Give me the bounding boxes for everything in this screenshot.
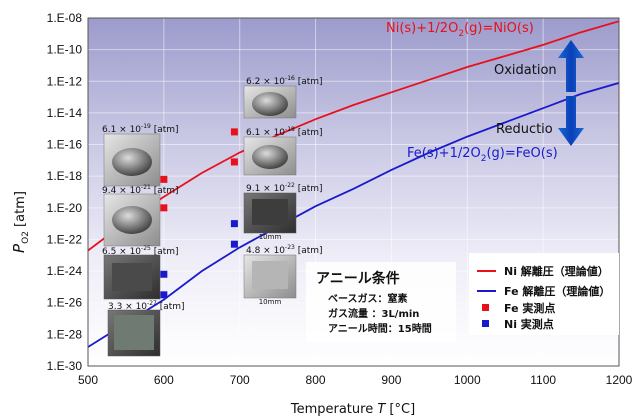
- y-tick-label: 1.E-20: [47, 201, 83, 215]
- sample-photo-1-disc: [112, 148, 152, 176]
- y-tick-label: 1.E-26: [47, 296, 83, 310]
- anneal-box-background: [306, 262, 456, 342]
- measured-points: [160, 128, 238, 299]
- fe-reaction-equation: Fe(s)+1/2O2(g)=FeO(s): [407, 146, 558, 164]
- sample-annotation-3: 6.5 × 10-25 [atm]: [102, 245, 179, 257]
- ni-measured-point: [230, 220, 238, 228]
- sample-photo-6-disc: [252, 145, 288, 169]
- scale-label-2: 10mm: [259, 298, 282, 306]
- y-tick-label: 1.E-22: [47, 232, 83, 246]
- fe-measured-point: [160, 204, 168, 212]
- anneal-box-line-3: アニール時間：15時間: [328, 322, 432, 335]
- legend-fe-point-label: Fe 実測点: [504, 301, 555, 315]
- x-tick-label: 1100: [530, 373, 556, 387]
- legend-fe-curve-label: Fe 解離圧（理論値）: [504, 284, 610, 298]
- y-tick-label: 1.E-14: [47, 106, 83, 120]
- sample-photo-4-plate: [114, 315, 154, 350]
- anneal-box-line-1: ベースガス：窒素: [328, 292, 408, 305]
- x-tick-label: 1000: [454, 373, 481, 387]
- sample-annotation-2: 9.4 × 10-21 [atm]: [102, 184, 179, 196]
- sample-photo-5-disc: [252, 92, 288, 116]
- ni-reaction-equation: Ni(s)+1/2O2(g)=NiO(s): [386, 21, 534, 39]
- curves-layer: [88, 20, 619, 348]
- fe-measured-point: [230, 128, 238, 136]
- y-tick-label: 1.E-12: [47, 74, 83, 88]
- anneal-box-title: アニール条件: [316, 270, 400, 287]
- fe-measured-point: [160, 175, 168, 183]
- scale-label-1: 10mm: [259, 233, 282, 241]
- sample-photos: [103, 85, 297, 357]
- y-tick-labels: 1.E-08 1.E-10 1.E-12 1.E-14 1.E-16 1.E-18 1.E-…: [47, 11, 83, 373]
- y-tick-label: 1.E-16: [47, 138, 83, 152]
- legend: Ni 解離圧（理論値） Fe 解離圧（理論値） Fe 実測点 Ni 実測点: [469, 253, 619, 335]
- ni-dissociation-curve: [88, 20, 619, 252]
- sample-annotation-5: 6.2 × 10-16 [atm]: [246, 75, 323, 87]
- reduction-label: Reductio: [496, 122, 553, 137]
- legend-fe-point-swatch: [482, 304, 489, 311]
- legend-background: [469, 253, 619, 335]
- oxidation-label: Oxidation: [494, 63, 557, 78]
- x-tick-labels: 500 600 700 800 900 1000 1100 1200: [78, 373, 632, 387]
- x-tick-label: 800: [306, 373, 326, 387]
- oxidation-arrow-icon: [558, 40, 584, 92]
- sample-photo-7-plate: [252, 199, 288, 225]
- x-tick-label: 1200: [606, 373, 632, 387]
- legend-ni-point-label: Ni 実測点: [504, 317, 554, 331]
- x-tick-label: 600: [154, 373, 174, 387]
- legend-ni-point-swatch: [482, 320, 489, 327]
- sample-annotation-1: 6.1 × 10-19 [atm]: [102, 123, 179, 135]
- x-tick-label: 500: [78, 373, 98, 387]
- x-tick-label: 900: [381, 373, 401, 387]
- sample-photo-3-plate: [112, 263, 152, 291]
- ni-measured-point: [230, 240, 238, 248]
- x-axis-title: Temperature T [°C]: [290, 402, 415, 417]
- reduction-arrow-icon: [558, 96, 584, 146]
- y-tick-label: 1.E-30: [47, 359, 83, 373]
- y-tick-label: 1.E-18: [47, 169, 83, 183]
- y-tick-label: 1.E-08: [47, 11, 83, 25]
- fe-dissociation-curve: [88, 82, 619, 348]
- sample-annotation-6: 6.1 × 10-18 [atm]: [246, 126, 323, 138]
- sample-photo-2-disc: [112, 206, 152, 234]
- sample-photo-8-plate: [252, 261, 288, 289]
- x-tick-label: 700: [230, 373, 250, 387]
- fe-measured-point: [230, 158, 238, 166]
- y-tick-label: 1.E-28: [47, 327, 83, 341]
- sample-annotation-7: 9.1 × 10-22 [atm]: [246, 182, 323, 194]
- y-tick-label: 1.E-24: [47, 264, 83, 278]
- ni-measured-point: [160, 291, 168, 299]
- anneal-box-line-2: ガス流量 ：3L/min: [328, 307, 419, 320]
- y-axis-title: PO2 [atm]: [10, 191, 31, 253]
- sample-annotation-8: 4.8 × 10-23 [atm]: [246, 244, 323, 256]
- anneal-conditions-box: アニール条件 ベースガス：窒素 ガス流量 ：3L/min アニール時間：15時間: [306, 262, 456, 342]
- y-tick-label: 1.E-10: [47, 43, 83, 57]
- plot-frame: [87, 17, 620, 367]
- ni-measured-point: [160, 270, 168, 278]
- sample-annotation-4: 3.3 × 10-27 [atm]: [108, 300, 185, 312]
- legend-ni-curve-label: Ni 解離圧（理論値）: [504, 264, 609, 278]
